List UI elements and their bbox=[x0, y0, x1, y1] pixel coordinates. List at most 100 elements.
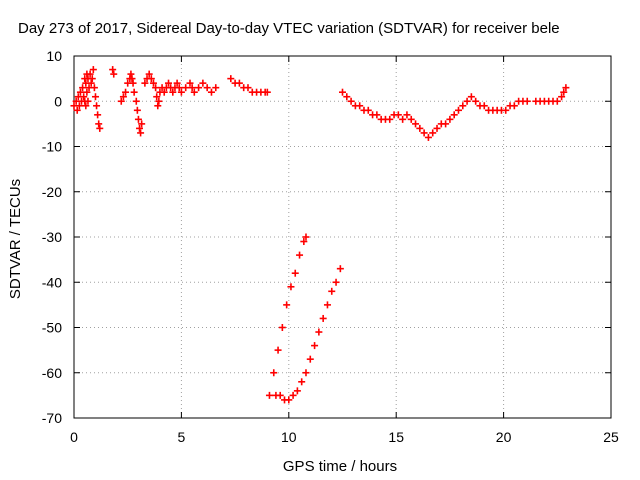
data-point bbox=[403, 111, 411, 119]
data-point bbox=[328, 287, 336, 295]
data-point bbox=[523, 97, 531, 105]
data-point bbox=[199, 79, 207, 87]
data-point bbox=[343, 93, 351, 101]
data-point bbox=[291, 269, 299, 277]
data-point bbox=[127, 70, 135, 78]
x-tick-label: 10 bbox=[281, 429, 297, 445]
data-point bbox=[134, 115, 142, 123]
data-point bbox=[298, 378, 306, 386]
data-point bbox=[285, 396, 293, 404]
data-point bbox=[145, 70, 153, 78]
chart-title: Day 273 of 2017, Sidereal Day-to-day VTE… bbox=[18, 20, 560, 37]
x-tick-label: 25 bbox=[603, 429, 619, 445]
data-point bbox=[82, 102, 90, 110]
data-point bbox=[195, 84, 203, 92]
data-point bbox=[88, 75, 96, 83]
data-point bbox=[412, 120, 420, 128]
data-point bbox=[386, 115, 394, 123]
data-point bbox=[472, 97, 480, 105]
data-point bbox=[95, 120, 103, 128]
data-point bbox=[339, 88, 346, 96]
data-point bbox=[265, 391, 273, 399]
data-point bbox=[169, 88, 177, 96]
data-point bbox=[90, 84, 98, 92]
data-point bbox=[502, 106, 510, 114]
data-point bbox=[73, 106, 81, 114]
data-point bbox=[263, 88, 271, 96]
data-point bbox=[203, 84, 211, 92]
data-point bbox=[311, 342, 319, 350]
data-point bbox=[407, 115, 415, 123]
data-point bbox=[122, 88, 130, 96]
data-point bbox=[442, 120, 450, 128]
x-tick-label: 15 bbox=[388, 429, 404, 445]
data-point bbox=[173, 79, 181, 87]
y-tick-label: -50 bbox=[42, 320, 62, 336]
data-point bbox=[84, 97, 92, 105]
data-point bbox=[153, 93, 161, 101]
y-tick-label: -30 bbox=[42, 229, 62, 245]
data-point bbox=[141, 79, 149, 87]
data-point bbox=[89, 66, 97, 74]
data-point bbox=[276, 391, 284, 399]
data-point bbox=[558, 93, 566, 101]
data-point bbox=[463, 97, 471, 105]
data-point bbox=[96, 124, 104, 132]
x-axis: 0 5 10 15 20 25 bbox=[70, 56, 619, 445]
data-point bbox=[155, 97, 163, 105]
data-point bbox=[190, 88, 198, 96]
data-point bbox=[302, 233, 310, 241]
data-point bbox=[336, 265, 344, 273]
y-tick-label: -60 bbox=[42, 365, 62, 381]
data-point bbox=[207, 88, 215, 96]
data-point bbox=[454, 106, 462, 114]
data-point bbox=[75, 102, 83, 110]
data-point bbox=[235, 79, 243, 87]
data-point bbox=[399, 115, 407, 123]
data-point bbox=[87, 79, 95, 87]
data-point bbox=[315, 328, 323, 336]
y-tick-label: -40 bbox=[42, 274, 62, 290]
data-point bbox=[133, 106, 141, 114]
data-point bbox=[130, 88, 138, 96]
data-point bbox=[416, 124, 424, 132]
data-point bbox=[109, 66, 117, 74]
data-point bbox=[373, 111, 381, 119]
data-point bbox=[306, 355, 314, 363]
data-point bbox=[80, 93, 88, 101]
data-point bbox=[186, 79, 194, 87]
data-point bbox=[553, 97, 561, 105]
data-point bbox=[480, 102, 488, 110]
y-axis: -70 -60 -50 -40 -30 -20 -10 0 10 bbox=[42, 48, 611, 426]
data-point bbox=[287, 283, 295, 291]
data-point bbox=[560, 88, 568, 96]
data-point bbox=[296, 251, 304, 259]
x-tick-label: 0 bbox=[70, 429, 78, 445]
data-point bbox=[149, 79, 157, 87]
y-tick-label: 0 bbox=[54, 93, 62, 109]
data-point bbox=[459, 102, 467, 110]
data-point bbox=[136, 124, 144, 132]
data-point bbox=[129, 79, 137, 87]
series-points bbox=[70, 66, 570, 404]
data-point bbox=[467, 93, 475, 101]
data-point bbox=[175, 84, 183, 92]
data-point bbox=[420, 129, 428, 137]
data-point bbox=[137, 129, 145, 137]
x-axis-title: GPS time / hours bbox=[283, 458, 397, 475]
x-tick-label: 5 bbox=[178, 429, 186, 445]
data-point bbox=[177, 88, 185, 96]
data-point bbox=[165, 79, 173, 87]
data-point bbox=[283, 301, 291, 309]
data-point bbox=[562, 84, 570, 92]
data-point bbox=[278, 324, 286, 331]
data-point bbox=[147, 75, 155, 83]
data-point bbox=[510, 102, 518, 110]
x-tick-label: 20 bbox=[496, 429, 512, 445]
data-point bbox=[347, 97, 355, 105]
data-point bbox=[356, 102, 364, 110]
data-point bbox=[182, 84, 190, 92]
data-point bbox=[128, 75, 136, 83]
data-point bbox=[160, 88, 168, 96]
